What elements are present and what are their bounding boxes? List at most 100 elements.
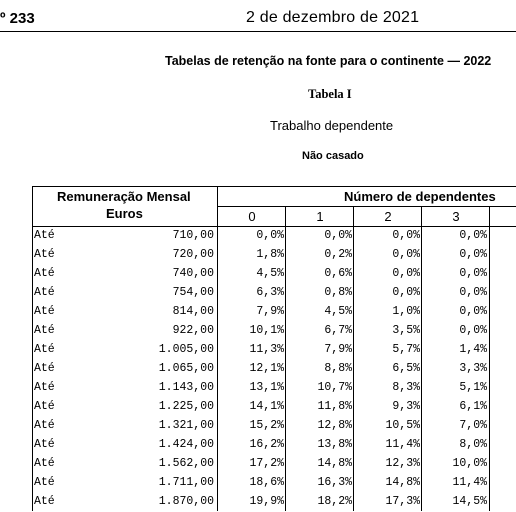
row-rate-0: 17,2%	[249, 457, 284, 470]
row-rate-1: 14,8%	[317, 457, 352, 470]
column-divider-2	[353, 206, 354, 511]
table-row: Até 1.424,00 16,2% 13,8% 11,4% 8,0%	[32, 436, 516, 455]
row-value: 1.424,00	[158, 438, 214, 451]
row-prefix: Até	[34, 305, 55, 318]
row-prefix: Até	[34, 400, 55, 413]
row-prefix: Até	[34, 419, 55, 432]
row-prefix: Até	[34, 229, 55, 242]
row-rate-3: 0,0%	[459, 267, 487, 280]
row-prefix: Até	[34, 248, 55, 261]
row-rate-3: 8,0%	[459, 438, 487, 451]
row-prefix: Até	[34, 286, 55, 299]
row-rate-0: 4,5%	[256, 267, 284, 280]
row-rate-3: 0,0%	[459, 248, 487, 261]
row-rate-3: 11,4%	[452, 476, 487, 489]
row-rate-1: 18,2%	[317, 495, 352, 508]
row-value: 1.225,00	[158, 400, 214, 413]
row-rate-0: 1,8%	[256, 248, 284, 261]
row-rate-3: 1,4%	[459, 343, 487, 356]
row-rate-3: 14,5%	[452, 495, 487, 508]
row-rate-1: 13,8%	[317, 438, 352, 451]
row-prefix: Até	[34, 438, 55, 451]
row-rate-1: 16,3%	[317, 476, 352, 489]
header-divider	[0, 31, 516, 32]
header-bottom-border	[32, 226, 516, 227]
row-value: 1.870,00	[158, 495, 214, 508]
row-rate-1: 0,0%	[324, 229, 352, 242]
row-rate-1: 7,9%	[324, 343, 352, 356]
column-header-3: 3	[452, 209, 460, 224]
column-header-2: 2	[384, 209, 392, 224]
row-value: 740,00	[172, 267, 214, 280]
row-rate-2: 10,5%	[385, 419, 420, 432]
row-prefix: Até	[34, 362, 55, 375]
row-rate-1: 8,8%	[324, 362, 352, 375]
row-prefix: Até	[34, 267, 55, 280]
row-rate-1: 11,8%	[317, 400, 352, 413]
row-rate-0: 16,2%	[249, 438, 284, 451]
row-rate-2: 0,0%	[392, 286, 420, 299]
column-header-1: 1	[316, 209, 324, 224]
remuneration-header: Remuneração Mensal	[57, 189, 191, 204]
row-value: 1.562,00	[158, 457, 214, 470]
row-rate-2: 0,0%	[392, 248, 420, 261]
row-rate-2: 6,5%	[392, 362, 420, 375]
table-row: Até 740,00 4,5% 0,6% 0,0% 0,0%	[32, 265, 516, 284]
row-rate-2: 9,3%	[392, 400, 420, 413]
column-divider-3	[421, 206, 422, 511]
row-prefix: Até	[34, 381, 55, 394]
row-value: 1.321,00	[158, 419, 214, 432]
row-rate-3: 0,0%	[459, 305, 487, 318]
row-rate-0: 18,6%	[249, 476, 284, 489]
table-row: Até 1.562,00 17,2% 14,8% 12,3% 10,0%	[32, 455, 516, 474]
table-row: Até 1.005,00 11,3% 7,9% 5,7% 1,4%	[32, 341, 516, 360]
dependents-divider	[217, 206, 516, 207]
row-prefix: Até	[34, 343, 55, 356]
row-prefix: Até	[34, 324, 55, 337]
row-rate-2: 8,3%	[392, 381, 420, 394]
row-rate-0: 10,1%	[249, 324, 284, 337]
column-divider-4	[489, 206, 490, 511]
row-prefix: Até	[34, 476, 55, 489]
row-value: 1.065,00	[158, 362, 214, 375]
row-rate-3: 6,1%	[459, 400, 487, 413]
row-value: 710,00	[172, 229, 214, 242]
table-top-border	[32, 186, 516, 187]
table-row: Até 1.065,00 12,1% 8,8% 6,5% 3,3%	[32, 360, 516, 379]
row-rate-1: 12,8%	[317, 419, 352, 432]
row-rate-0: 11,3%	[249, 343, 284, 356]
row-prefix: Até	[34, 457, 55, 470]
table-name: Tabela I	[308, 87, 352, 101]
row-prefix: Até	[34, 495, 55, 508]
row-value: 1.711,00	[158, 476, 214, 489]
row-rate-2: 0,0%	[392, 229, 420, 242]
euros-header: Euros	[106, 206, 143, 221]
row-value: 1.005,00	[158, 343, 214, 356]
row-rate-0: 7,9%	[256, 305, 284, 318]
row-rate-3: 10,0%	[452, 457, 487, 470]
table-row: Até 1.870,00 19,9% 18,2% 17,3% 14,5%	[32, 493, 516, 512]
row-rate-3: 0,0%	[459, 286, 487, 299]
table-row: Até 1.143,00 13,1% 10,7% 8,3% 5,1%	[32, 379, 516, 398]
table-row: Até 1.321,00 15,2% 12,8% 10,5% 7,0%	[32, 417, 516, 436]
row-value: 754,00	[172, 286, 214, 299]
row-rate-0: 13,1%	[249, 381, 284, 394]
row-rate-1: 0,2%	[324, 248, 352, 261]
row-rate-1: 10,7%	[317, 381, 352, 394]
withholding-table: Remuneração Mensal Euros Número de depen…	[32, 186, 516, 511]
row-rate-2: 1,0%	[392, 305, 420, 318]
table-row: Até 1.711,00 18,6% 16,3% 14,8% 11,4%	[32, 474, 516, 493]
row-rate-2: 5,7%	[392, 343, 420, 356]
document-title: Tabelas de retenção na fonte para o cont…	[165, 54, 492, 68]
row-rate-2: 11,4%	[385, 438, 420, 451]
row-rate-3: 3,3%	[459, 362, 487, 375]
row-rate-2: 14,8%	[385, 476, 420, 489]
column-divider-1	[285, 206, 286, 511]
row-rate-1: 6,7%	[324, 324, 352, 337]
table-row: Até 720,00 1,8% 0,2% 0,0% 0,0%	[32, 246, 516, 265]
row-rate-0: 15,2%	[249, 419, 284, 432]
row-rate-3: 7,0%	[459, 419, 487, 432]
table-row: Até 1.225,00 14,1% 11,8% 9,3% 6,1%	[32, 398, 516, 417]
marital-status: Não casado	[302, 150, 364, 162]
dependents-header: Número de dependentes	[344, 189, 496, 204]
